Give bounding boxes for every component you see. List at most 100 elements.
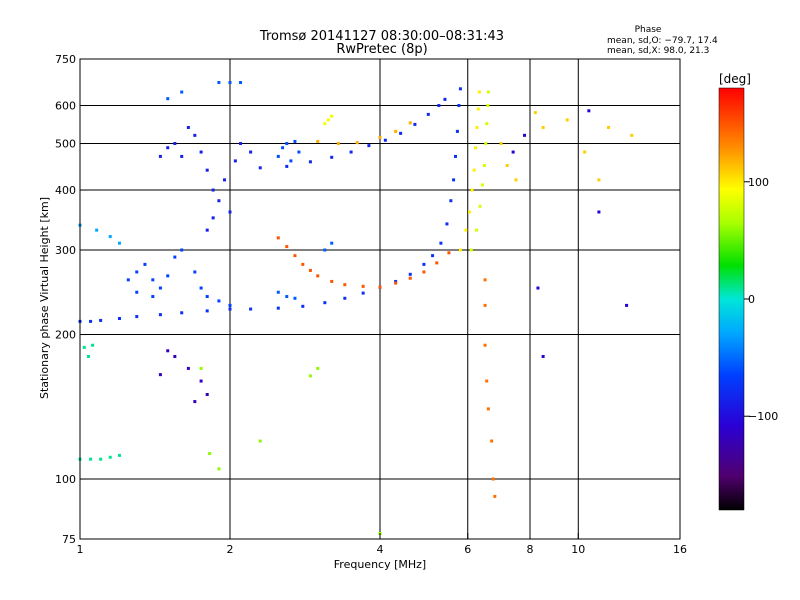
- echo-point: [99, 457, 103, 461]
- echo-point: [330, 279, 334, 283]
- echo-point: [480, 183, 484, 187]
- echo-point: [383, 138, 387, 142]
- x-tick-label: 4: [377, 543, 384, 556]
- echo-point: [472, 168, 476, 172]
- echo-point: [625, 303, 629, 307]
- echo-point: [173, 354, 177, 358]
- echo-point: [443, 97, 447, 101]
- echo-point: [469, 248, 473, 252]
- echo-point: [330, 241, 334, 245]
- echo-point: [180, 248, 184, 252]
- echo-point: [285, 295, 289, 299]
- colorbar-label: [deg]: [719, 72, 751, 86]
- echo-point: [205, 309, 209, 313]
- echo-point: [249, 307, 253, 311]
- echo-point: [285, 164, 289, 168]
- y-tick-label: 75: [62, 533, 76, 546]
- echo-point: [217, 81, 221, 85]
- echo-point: [166, 274, 170, 278]
- echo-point: [276, 290, 280, 294]
- echo-point: [458, 248, 462, 252]
- echo-point: [233, 159, 237, 163]
- echo-point: [323, 301, 327, 305]
- echo-point: [323, 122, 327, 126]
- echo-point: [355, 141, 359, 145]
- echo-point: [394, 279, 398, 283]
- echo-point: [475, 125, 479, 129]
- echo-point: [217, 199, 221, 203]
- echo-point: [378, 285, 382, 289]
- echo-point: [258, 439, 262, 443]
- echo-point: [336, 142, 340, 146]
- grid-lines: [80, 59, 680, 539]
- y-tick-label: 750: [55, 53, 76, 66]
- echo-point: [95, 228, 99, 232]
- echo-point: [208, 452, 212, 456]
- echo-point: [541, 354, 545, 358]
- echo-point: [316, 366, 320, 370]
- x-tick-label: 6: [464, 543, 471, 556]
- x-tick-label: 1: [77, 543, 84, 556]
- echo-point: [217, 467, 221, 471]
- echo-point: [361, 291, 365, 295]
- echo-point: [323, 248, 327, 252]
- echo-point: [454, 154, 458, 158]
- echo-point: [239, 81, 243, 85]
- echo-point: [158, 154, 162, 158]
- echo-point: [597, 210, 601, 214]
- echo-point: [199, 379, 203, 383]
- echo-point: [151, 295, 155, 299]
- echo-point: [486, 90, 490, 94]
- echo-point: [117, 316, 121, 320]
- y-tick-label: 500: [55, 138, 76, 151]
- echo-point: [477, 90, 481, 94]
- echo-point: [533, 111, 537, 115]
- echo-point: [193, 270, 197, 274]
- echo-point: [135, 290, 139, 294]
- echo-point: [223, 178, 227, 182]
- echo-point: [536, 286, 540, 290]
- echo-point: [239, 142, 243, 146]
- echo-point: [486, 104, 490, 108]
- echo-point: [493, 494, 497, 498]
- echo-point: [394, 129, 398, 133]
- echo-point: [482, 163, 486, 167]
- echo-point: [281, 146, 285, 150]
- echo-point: [343, 296, 347, 300]
- stats-o-mode: mean, sd,O: −79.7, 17.4: [607, 36, 718, 46]
- echo-point: [293, 296, 297, 300]
- echo-point: [301, 304, 305, 308]
- echo-point: [173, 255, 177, 259]
- echo-point: [470, 188, 474, 192]
- echo-point: [249, 150, 253, 154]
- echo-point: [349, 150, 353, 154]
- echo-point: [173, 142, 177, 146]
- echo-point: [193, 400, 197, 404]
- echo-point: [205, 228, 209, 232]
- echo-point: [523, 133, 527, 137]
- echo-point: [630, 133, 634, 137]
- echo-point: [135, 315, 139, 319]
- x-tick-label: 10: [571, 543, 585, 556]
- echo-point: [205, 168, 209, 172]
- echo-point: [258, 166, 262, 170]
- echo-point: [135, 270, 139, 274]
- echo-point: [505, 163, 509, 167]
- echo-point: [431, 254, 435, 258]
- echo-point: [399, 131, 403, 135]
- echo-point: [565, 118, 569, 122]
- y-axis-label: Stationary phase Virtual Height [km]: [38, 197, 51, 399]
- echo-point: [276, 154, 280, 158]
- x-axis-label: Frequency [MHz]: [334, 558, 426, 571]
- echo-point: [158, 373, 162, 377]
- echo-points: [78, 81, 634, 536]
- echo-point: [476, 107, 480, 111]
- y-tick-label: 600: [55, 100, 76, 113]
- y-tick-label: 300: [55, 244, 76, 257]
- echo-point: [330, 114, 334, 118]
- echo-point: [199, 366, 203, 370]
- echo-point: [91, 343, 95, 347]
- echo-point: [228, 210, 232, 214]
- stats-x-mode: mean, sd,X: 98.0, 21.3: [607, 46, 709, 56]
- echo-point: [326, 118, 330, 122]
